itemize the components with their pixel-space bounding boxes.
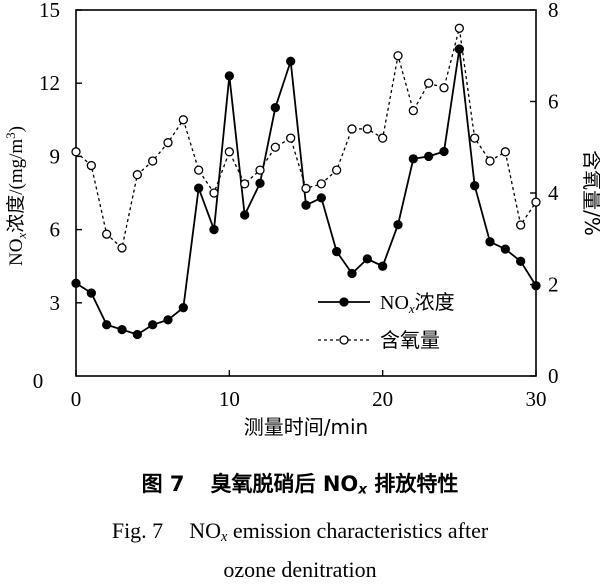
nox-point	[408, 154, 418, 164]
nox-point	[516, 256, 526, 266]
oxygen-point	[117, 243, 127, 253]
nox-point	[378, 261, 388, 271]
x-tick-label: 0	[71, 387, 82, 411]
figure-caption-cn: 图 7 臭氧脱硝后 NOx 排放特性	[0, 468, 600, 498]
nox-point	[316, 193, 326, 203]
nox-point	[178, 303, 188, 313]
legend-label-oxygen: 含氧量	[380, 328, 440, 352]
nox-point	[531, 281, 541, 291]
oxygen-point	[470, 133, 480, 143]
y-left-tick-label: 6	[50, 218, 61, 242]
legend-label-nox: NOx浓度	[380, 290, 455, 316]
nox-point	[102, 320, 112, 330]
y-right-tick-label: 8	[548, 0, 559, 22]
x-tick-label: 20	[372, 387, 393, 411]
nox-point	[347, 268, 357, 279]
oxygen-point	[393, 51, 403, 61]
y-left-tick-label: 12	[39, 71, 60, 95]
y-right-tick-label: 4	[548, 181, 559, 205]
oxygen-point	[240, 179, 250, 189]
figure-caption-en-line2: ozone denitration	[223, 557, 377, 582]
nox-point	[194, 183, 204, 193]
nox-point	[332, 246, 342, 257]
figure-label-cn: 图 7	[141, 472, 185, 496]
oxygen-point	[378, 133, 388, 143]
nox-point	[286, 56, 296, 66]
oxygen-point	[454, 23, 464, 33]
nox-point	[485, 237, 495, 247]
oxygen-point	[178, 115, 188, 125]
nox-point	[393, 220, 403, 230]
legend-marker	[339, 297, 349, 307]
oxygen-point	[255, 165, 265, 175]
nox-point	[255, 178, 265, 188]
oxygen-point	[270, 142, 280, 152]
nox-point	[132, 329, 142, 340]
oxygen-point	[332, 165, 342, 175]
nox-point	[86, 288, 96, 298]
nox-point	[500, 244, 510, 254]
oxygen-point	[163, 138, 173, 148]
series-oxygen	[71, 23, 541, 253]
origin-label: 0	[33, 369, 44, 393]
series-layer	[71, 23, 541, 340]
x-tick-label: 30	[526, 387, 547, 411]
oxygen-point	[148, 156, 158, 166]
oxygen-point	[439, 83, 449, 93]
oxygen-line	[75, 28, 537, 250]
axes: 0 10 20 300369121502468测量时间/minNOx浓度/(mg/m3…	[3, 0, 600, 439]
oxygen-point	[286, 133, 296, 143]
oxygen-point	[224, 147, 234, 157]
oxygen-point	[316, 179, 326, 189]
oxygen-point	[531, 197, 541, 207]
nox-point	[148, 320, 158, 330]
y-left-axis-title: NOx浓度/(mg/m3)	[3, 126, 29, 266]
nox-point	[117, 324, 127, 335]
series-nox	[71, 44, 541, 340]
oxygen-point	[347, 124, 357, 134]
oxygen-point	[301, 183, 311, 194]
oxygen-point	[102, 229, 112, 239]
nox-point	[424, 151, 434, 162]
nox-point	[270, 102, 280, 113]
oxygen-point	[194, 165, 204, 175]
y-right-tick-label: 2	[548, 273, 559, 297]
oxygen-point	[516, 220, 526, 230]
nox-point	[163, 315, 173, 325]
y-left-tick-label: 15	[39, 0, 60, 22]
x-axis-title: 测量时间/min	[244, 415, 368, 439]
nox-point	[470, 181, 480, 191]
oxygen-point	[500, 147, 510, 157]
x-tick-label: 10	[219, 387, 240, 411]
nox-point	[362, 254, 372, 264]
figure-title-cn: 臭氧脱硝后 NOx 排放特性	[210, 472, 459, 498]
oxygen-point	[362, 124, 372, 134]
nox-point	[209, 224, 219, 235]
figure-caption-en-line1: Fig. 7 NOx emission characteristics after	[111, 518, 489, 545]
y-right-tick-label: 6	[548, 90, 559, 114]
nox-point	[301, 200, 311, 210]
nox-point	[224, 71, 234, 81]
oxygen-point	[424, 78, 434, 88]
oxygen-point	[71, 147, 81, 157]
y-right-axis-title: 含氧量/%	[580, 150, 600, 236]
oxygen-point	[86, 160, 96, 171]
oxygen-point	[485, 156, 495, 166]
nox-point	[71, 278, 81, 288]
oxygen-point	[209, 188, 219, 198]
nox-point	[439, 146, 449, 157]
nox-point	[240, 210, 250, 220]
legend-marker	[339, 335, 349, 345]
oxygen-point	[408, 106, 418, 116]
y-left-tick-label: 9	[50, 144, 61, 168]
oxygen-point	[132, 170, 142, 180]
y-left-tick-label: 3	[50, 291, 61, 315]
y-right-tick-label: 0	[548, 364, 559, 388]
chart: 0 10 20 300369121502468测量时间/minNOx浓度/(mg/m3…	[3, 0, 600, 439]
